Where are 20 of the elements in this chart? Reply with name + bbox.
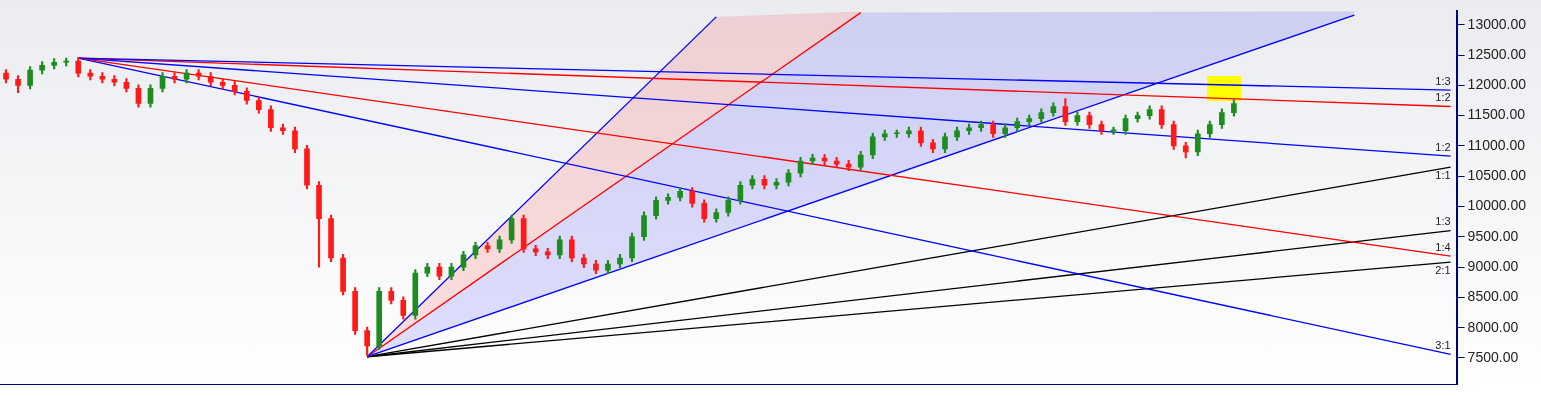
annotation: 1:3 xyxy=(1435,215,1451,228)
y-tick-label: 11500.00 xyxy=(1467,106,1526,123)
annotation: 1:2 xyxy=(1435,140,1451,153)
y-tick-label: 9500.00 xyxy=(1467,227,1519,244)
annotation: 1:3 xyxy=(1435,74,1451,87)
y-tick-label: 10500.00 xyxy=(1467,167,1527,184)
y-tick-label: 12500.00 xyxy=(1467,45,1527,62)
y-tick-label: 8500.00 xyxy=(1467,288,1519,305)
y-tick-label: 7500.00 xyxy=(1467,348,1519,365)
y-tick-label: 11000.00 xyxy=(1467,136,1526,153)
annotation: 3:1 xyxy=(1435,338,1451,351)
y-tick-label: 12000.00 xyxy=(1467,76,1527,93)
y-tick-label: 9000.00 xyxy=(1467,257,1519,274)
annotation: 1:2 xyxy=(1435,91,1451,104)
y-tick-label: 10000.00 xyxy=(1467,197,1527,214)
annotation: 2:1 xyxy=(1435,263,1451,276)
y-tick-label: 8000.00 xyxy=(1467,318,1519,335)
y-tick-label: 13000.00 xyxy=(1467,15,1527,32)
annotation: 1:1 xyxy=(1435,168,1451,181)
annotation: 1:4 xyxy=(1435,240,1451,253)
